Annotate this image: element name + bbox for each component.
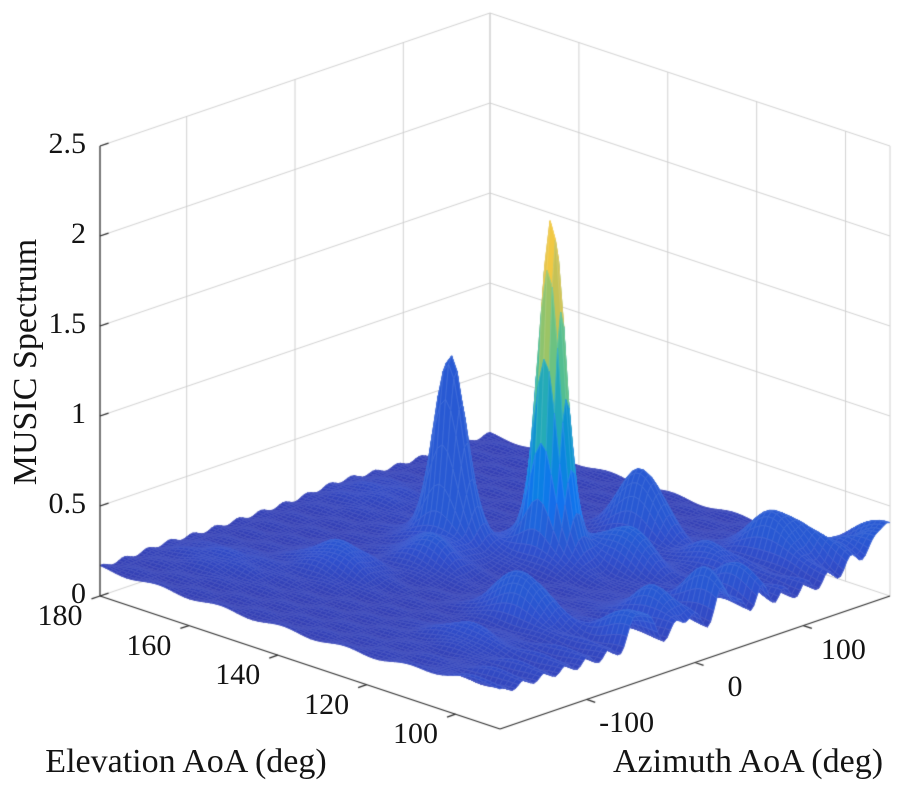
x-tick-label: 120 (304, 687, 350, 721)
z-tick-label: 0.5 (48, 487, 87, 520)
z-tick-label: 2.5 (48, 127, 87, 160)
z-tick-label: 2 (71, 217, 86, 250)
z-tick-label: 1 (71, 397, 86, 430)
x-tick-label: 140 (215, 658, 261, 692)
x-axis-title: Elevation AoA (deg) (45, 743, 327, 780)
y-axis-title: Azimuth AoA (deg) (612, 743, 884, 780)
y-tick-label: 100 (820, 632, 866, 666)
x-tick-label: 160 (126, 628, 172, 662)
z-tick-label: 0 (71, 577, 86, 610)
z-axis-title: MUSIC Spectrum (7, 238, 44, 486)
y-tick-label: -100 (599, 706, 655, 740)
z-tick-label: 1.5 (48, 307, 87, 340)
y-tick-label: 0 (727, 669, 743, 703)
x-tick-label: 180 (37, 599, 83, 632)
x-tick-label: 100 (393, 717, 439, 751)
